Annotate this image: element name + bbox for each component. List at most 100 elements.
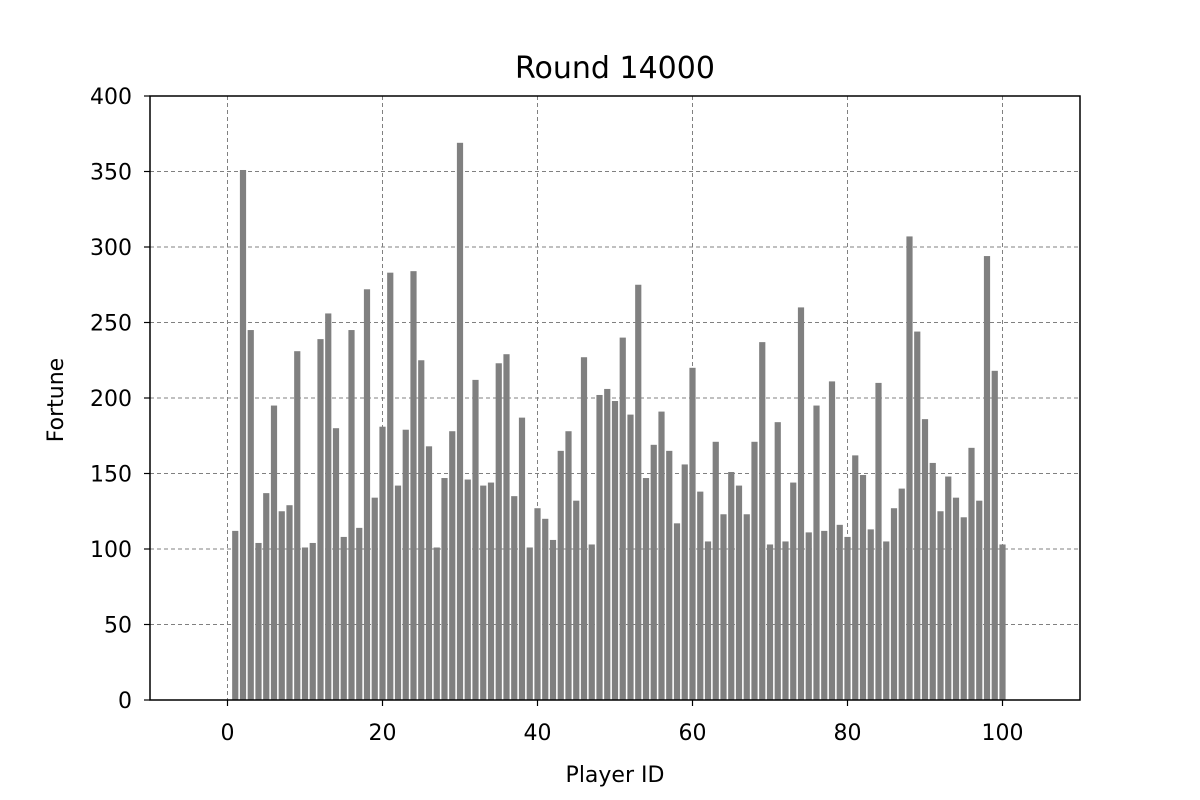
bar: [325, 313, 332, 700]
bar: [821, 530, 828, 700]
bar: [604, 388, 611, 700]
bar: [797, 307, 805, 700]
x-axis-label: Player ID: [566, 763, 665, 788]
bar: [518, 417, 526, 700]
bar: [937, 511, 944, 700]
bar: [836, 524, 843, 700]
bar: [952, 497, 960, 700]
bar: [317, 339, 324, 700]
y-tick-label: 400: [90, 85, 132, 110]
x-tick-label: 100: [982, 721, 1024, 746]
bar: [890, 508, 898, 700]
bar: [712, 441, 719, 700]
bar: [565, 431, 572, 700]
bar: [402, 429, 409, 700]
bar: [844, 536, 851, 700]
bar: [681, 464, 688, 700]
bar: [534, 508, 541, 700]
x-tick-label: 40: [524, 721, 552, 746]
bar: [852, 455, 859, 700]
bar: [247, 330, 254, 700]
bar: [263, 493, 270, 700]
ticks: 0 20 40 60 80 100 0 50 100 150 200 250 300 350 400: [90, 85, 1024, 746]
bar: [991, 370, 998, 700]
bar: [580, 357, 588, 700]
bar: [611, 401, 619, 700]
bar: [286, 505, 293, 700]
bar: [387, 272, 394, 700]
x-tick-label: 80: [834, 721, 862, 746]
bar: [542, 518, 549, 700]
bar: [914, 331, 921, 700]
bar: [557, 450, 564, 700]
bar: [790, 482, 797, 700]
y-tick-label: 250: [90, 312, 132, 337]
bar: [464, 479, 471, 700]
bar: [983, 256, 991, 700]
bar: [867, 529, 874, 700]
bar: [642, 478, 650, 700]
bar: [573, 500, 580, 700]
y-tick-label: 350: [90, 161, 132, 186]
bar: [968, 447, 975, 700]
bar: [782, 541, 789, 700]
bar: [828, 381, 836, 700]
bar: [239, 169, 247, 701]
bar: [635, 284, 642, 700]
bar: [774, 422, 781, 700]
bar: [340, 536, 347, 700]
bar: [418, 360, 425, 700]
y-tick-label: 100: [90, 538, 132, 563]
chart-title: Round 14000: [515, 51, 715, 86]
bar: [410, 271, 417, 700]
bar: [433, 547, 440, 700]
y-axis-label: Fortune: [44, 358, 69, 442]
bar: [650, 444, 657, 700]
bar: [976, 500, 983, 700]
bar: [449, 431, 456, 700]
bar: [759, 342, 766, 700]
bar: [526, 547, 533, 700]
y-tick-label: 300: [90, 236, 132, 261]
bar: [929, 462, 936, 700]
bar: [294, 351, 301, 700]
bar: [511, 496, 518, 700]
bar: [883, 541, 890, 700]
y-tick-label: 50: [104, 614, 132, 639]
bar: [487, 482, 495, 700]
bar: [945, 476, 952, 700]
bar: [720, 514, 727, 700]
bar: [495, 363, 502, 700]
bar: [394, 485, 402, 700]
bar: [348, 330, 355, 700]
bar: [309, 542, 316, 700]
bar: [697, 491, 704, 700]
bar: [270, 405, 278, 700]
bar: [666, 450, 673, 700]
bar: [356, 527, 363, 700]
bar: [549, 539, 557, 700]
bar: [751, 441, 758, 700]
bar: [999, 544, 1006, 700]
bar: [898, 488, 905, 700]
bar: [379, 426, 386, 700]
bar: [859, 475, 867, 700]
bar: [704, 541, 712, 700]
bar: [301, 547, 309, 700]
bar: [480, 485, 487, 700]
bar: [960, 517, 967, 700]
bar: [472, 379, 479, 700]
y-tick-label: 0: [118, 689, 132, 714]
bar: [689, 367, 696, 700]
x-tick-label: 20: [369, 721, 397, 746]
bar: [363, 289, 371, 700]
bar: [596, 394, 603, 700]
bar: [619, 337, 626, 700]
bar: [232, 530, 239, 700]
x-tick-label: 60: [679, 721, 707, 746]
bar: [503, 354, 510, 700]
bar: [278, 511, 285, 700]
bar: [805, 532, 812, 700]
bar: [588, 544, 595, 700]
